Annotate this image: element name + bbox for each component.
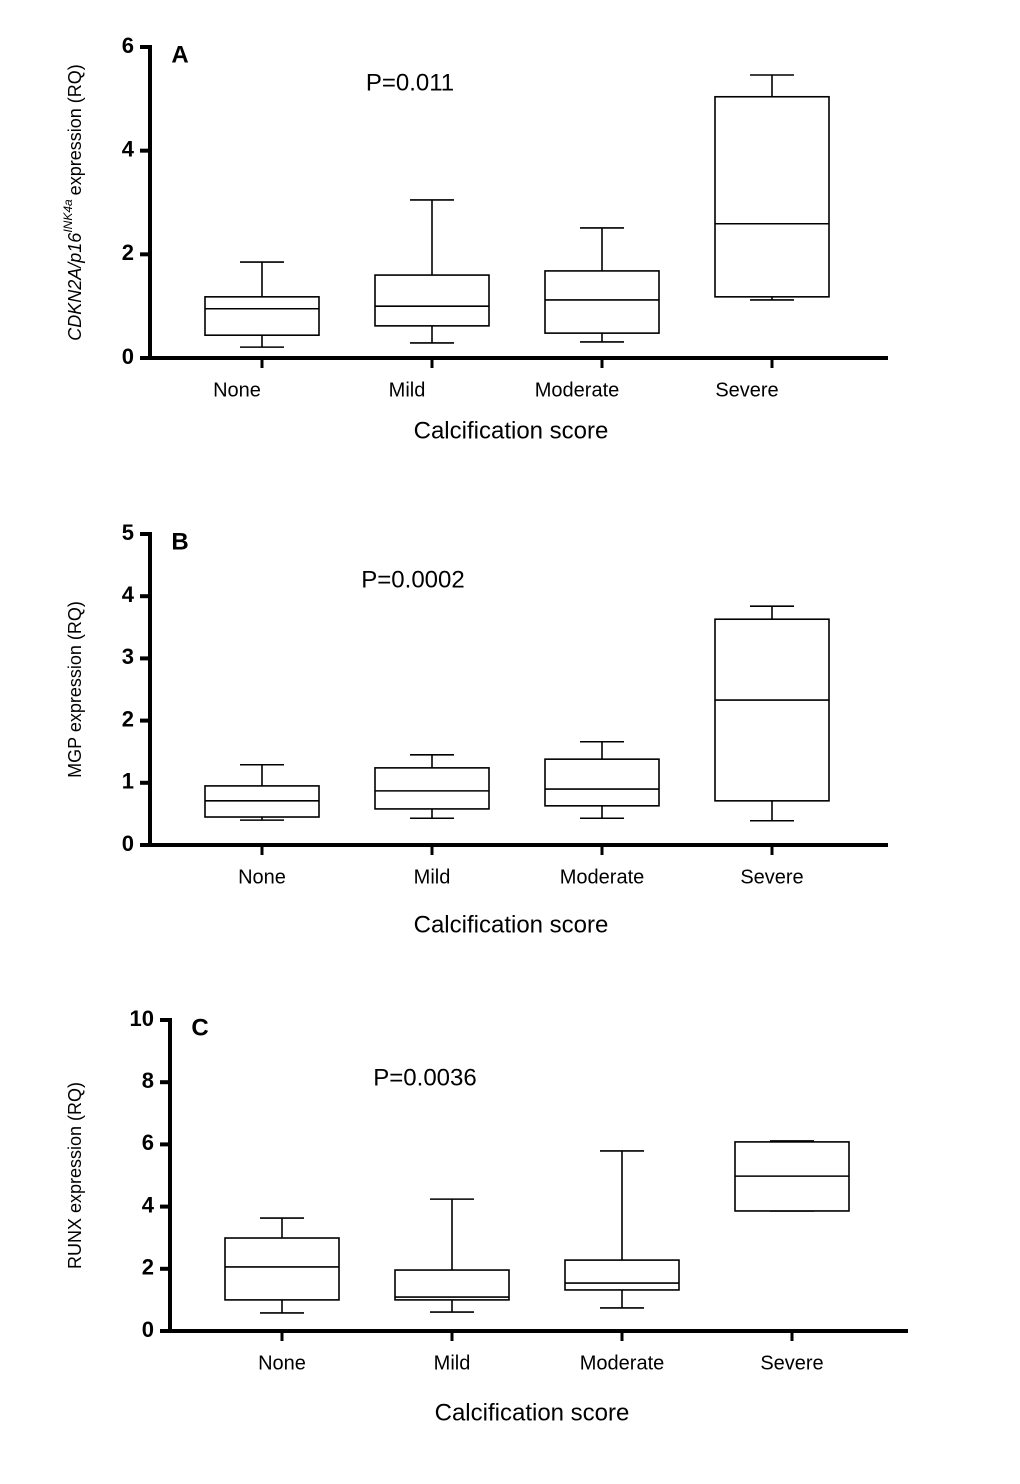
y-tick-label: 2 <box>122 706 134 731</box>
x-tick-label: Moderate <box>560 866 645 888</box>
x-tick-label: None <box>213 379 261 401</box>
box <box>714 95 830 298</box>
x-tick-label: Moderate <box>580 1352 665 1374</box>
y-tick-label: 4 <box>142 1192 155 1217</box>
y-axis-label: RUNX expression (RQ) <box>65 1082 85 1269</box>
y-tick-label: 8 <box>142 1068 154 1093</box>
x-tick-label: Moderate <box>535 379 620 401</box>
panel: 0 2 4 6 8 10 RUNX expression (RQ) C P=0.0036 Calc… <box>65 1006 908 1426</box>
panel: 0 2 4 6 CDKN2A/p16INK4a expression (RQ) A P=0.0… <box>61 33 888 444</box>
x-tick-label: None <box>238 866 286 888</box>
y-tick-label: 5 <box>122 520 134 545</box>
x-axis-label: Calcification score <box>414 417 609 444</box>
y-tick-label: 0 <box>122 831 134 856</box>
y-label-sup: INK4a <box>61 199 75 233</box>
annotation: P=0.0002 <box>361 566 464 593</box>
panel-label: A <box>171 41 188 68</box>
y-tick-label: 6 <box>142 1130 154 1155</box>
y-axis-label: MGP expression (RQ) <box>65 601 85 778</box>
box <box>224 1237 340 1301</box>
y-label-italic: CDKN2A/p16 <box>65 232 85 341</box>
x-axis-label: Calcification score <box>435 1399 630 1426</box>
box <box>544 270 660 334</box>
x-tick-label: None <box>258 1352 306 1374</box>
y-axis-label: CDKN2A/p16INK4a expression (RQ) <box>61 64 85 340</box>
panel-label: B <box>171 528 188 555</box>
x-tick-label: Severe <box>715 379 778 401</box>
annotation: P=0.0036 <box>373 1064 476 1091</box>
y-tick-label: 0 <box>122 344 134 369</box>
box <box>374 767 490 810</box>
y-tick-label: 3 <box>122 644 134 669</box>
y-tick-label: 4 <box>122 136 135 161</box>
annotation: P=0.011 <box>366 69 454 96</box>
x-tick-label: Mild <box>414 866 451 888</box>
box <box>374 274 490 327</box>
y-tick-label: 0 <box>142 1317 154 1342</box>
y-tick-label: 1 <box>122 769 134 794</box>
box <box>544 758 660 807</box>
panel: 0 1 2 3 4 5 MGP expression (RQ) B P=0.0002 Calcif… <box>65 520 888 938</box>
panel-label: C <box>191 1014 208 1041</box>
box <box>204 296 320 336</box>
x-tick-label: Mild <box>389 379 426 401</box>
box <box>714 618 830 802</box>
x-tick-label: Severe <box>740 866 803 888</box>
y-tick-label: 2 <box>142 1255 154 1280</box>
box <box>394 1269 510 1301</box>
x-axis-label: Calcification score <box>414 911 609 938</box>
y-tick-label: 4 <box>122 582 135 607</box>
x-tick-label: Severe <box>760 1352 823 1374</box>
y-tick-label: 2 <box>122 240 134 265</box>
y-tick-label: 6 <box>122 33 134 58</box>
y-tick-label: 10 <box>130 1006 154 1031</box>
y-label-rest: expression (RQ) <box>65 64 85 195</box>
box <box>564 1259 680 1291</box>
x-tick-label: Mild <box>434 1352 471 1374</box>
